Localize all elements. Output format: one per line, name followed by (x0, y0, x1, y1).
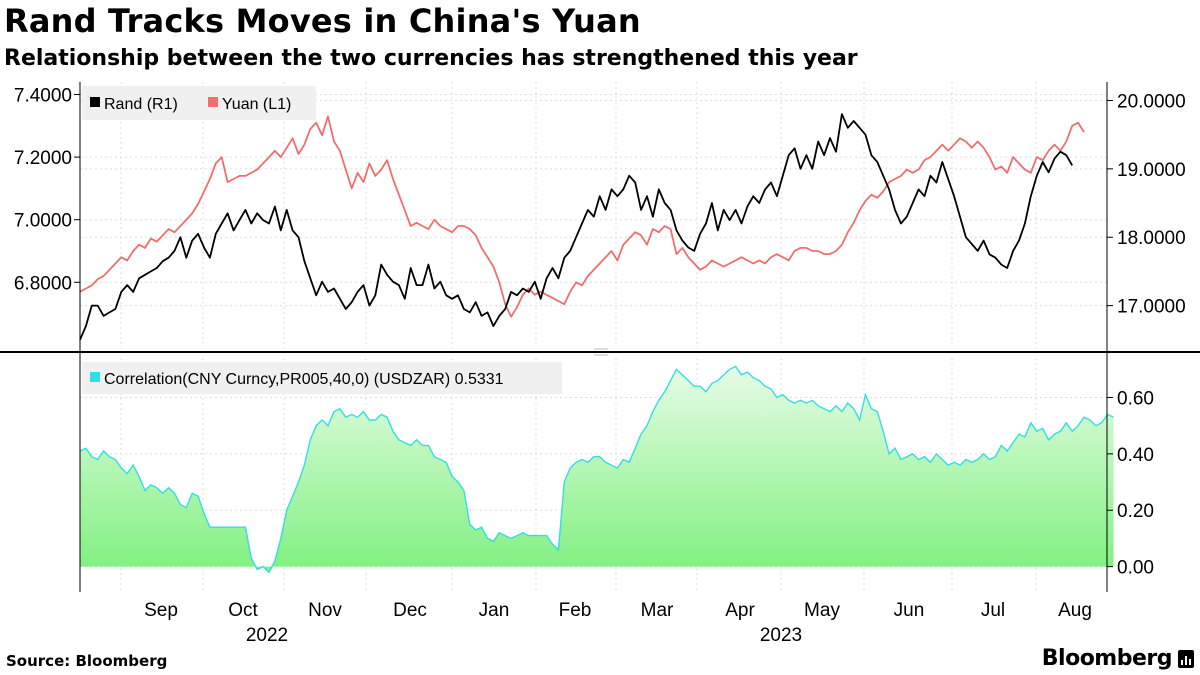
x-month-label: Jul (981, 600, 1005, 621)
x-year-label: 2022 (246, 625, 288, 646)
chart-subtitle: Relationship between the two currencies … (4, 46, 858, 71)
brand-logo: Bloomberg (1041, 646, 1173, 671)
x-month-label: Jan (479, 600, 510, 621)
right-tick-label: 17.0000 (1117, 297, 1186, 318)
legend-swatch (90, 372, 100, 382)
right-tick-label: 0.40 (1117, 445, 1154, 466)
series-layer (79, 113, 1114, 574)
left-tick-label: 7.0000 (14, 211, 72, 232)
x-month-label: Jun (894, 600, 925, 621)
left-tick-label: 7.2000 (14, 148, 72, 169)
axes-layer (0, 82, 1200, 592)
right-tick-label: 20.0000 (1117, 91, 1186, 112)
rand-series-line (79, 113, 1073, 341)
x-month-label: Mar (641, 600, 674, 621)
x-month-label: Oct (228, 600, 258, 621)
legend-box (82, 362, 562, 394)
x-month-label: Dec (393, 600, 427, 621)
x-year-label: 2023 (760, 625, 802, 646)
top-panel-legend: Rand (R1) Yuan (L1) (82, 86, 316, 120)
right-tick-label: 0.60 (1117, 388, 1154, 409)
right-tick-label: 0.20 (1117, 501, 1154, 522)
correlation-line (79, 365, 1114, 574)
x-month-label: Feb (559, 600, 592, 621)
correlation-area (80, 366, 1114, 573)
legend-box (82, 86, 316, 120)
x-month-label: Nov (308, 600, 342, 621)
right-tick-label: 19.0000 (1117, 160, 1186, 181)
left-tick-label: 6.8000 (14, 273, 72, 294)
right-tick-label: 0.00 (1117, 558, 1154, 579)
x-month-label: May (804, 600, 840, 621)
legend-label: Rand (R1) (104, 96, 178, 113)
right-tick-label: 18.0000 (1117, 228, 1186, 249)
x-month-label: Apr (725, 600, 755, 621)
left-tick-label: 7.4000 (14, 86, 72, 107)
legend-label: Yuan (L1) (222, 96, 291, 113)
bloomberg-terminal-icon (1178, 650, 1194, 668)
legend-swatch (208, 97, 218, 107)
chart-title: Rand Tracks Moves in China's Yuan (4, 2, 641, 40)
x-month-label: Sep (144, 600, 178, 621)
tick-labels: 7.4000 7.2000 7.0000 6.8000 20.0000 19.0000 18… (14, 86, 1186, 646)
yuan-series-line (79, 115, 1085, 318)
x-month-label: Aug (1058, 600, 1092, 621)
bottom-panel-legend: Correlation(CNY Curncy,PR005,40,0) (USDZ… (82, 362, 562, 394)
source-note: Source: Bloomberg (6, 652, 168, 670)
legend-swatch (90, 97, 100, 107)
legend-label: Correlation(CNY Curncy,PR005,40,0) (USDZ… (104, 371, 504, 388)
